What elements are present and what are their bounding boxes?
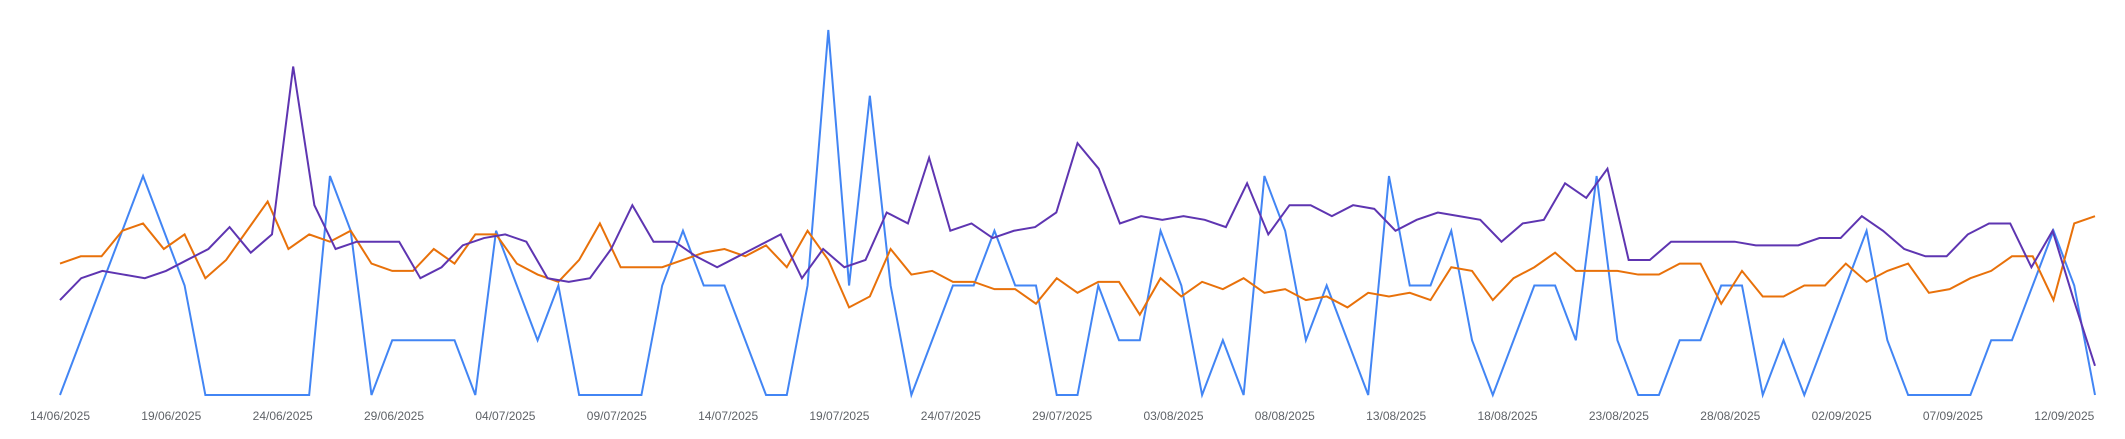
x-tick-label: 18/08/2025 [1477, 409, 1537, 423]
series-line-1 [59, 29, 2096, 399]
x-tick-label: 13/08/2025 [1366, 409, 1426, 423]
x-tick-label: 29/07/2025 [1032, 409, 1092, 423]
x-tick-label: 24/07/2025 [921, 409, 981, 423]
x-tick-label: 04/07/2025 [475, 409, 535, 423]
x-tick-label: 19/06/2025 [141, 409, 201, 423]
x-tick-label: 24/06/2025 [253, 409, 313, 423]
x-tick-label: 07/09/2025 [1923, 409, 1983, 423]
x-tick-label: 19/07/2025 [809, 409, 869, 423]
x-tick-label: 14/07/2025 [698, 409, 758, 423]
x-tick-label: 03/08/2025 [1143, 409, 1203, 423]
x-tick-label: 02/09/2025 [1812, 409, 1872, 423]
x-axis-ticks: 14/06/2025 19/06/2025 24/06/2025 29/06/2025… [30, 409, 2095, 423]
x-tick-label: 28/08/2025 [1700, 409, 1760, 423]
x-tick-label: 09/07/2025 [587, 409, 647, 423]
x-tick-label: 14/06/2025 [30, 409, 90, 423]
series-line-2 [59, 199, 2096, 317]
x-tick-label: 29/06/2025 [364, 409, 424, 423]
x-tick-label: 08/08/2025 [1255, 409, 1315, 423]
series-layer [59, 29, 2096, 399]
x-tick-label: 23/08/2025 [1589, 409, 1649, 423]
series-line-3 [59, 66, 2096, 367]
x-tick-label: 12/09/2025 [2034, 409, 2094, 423]
